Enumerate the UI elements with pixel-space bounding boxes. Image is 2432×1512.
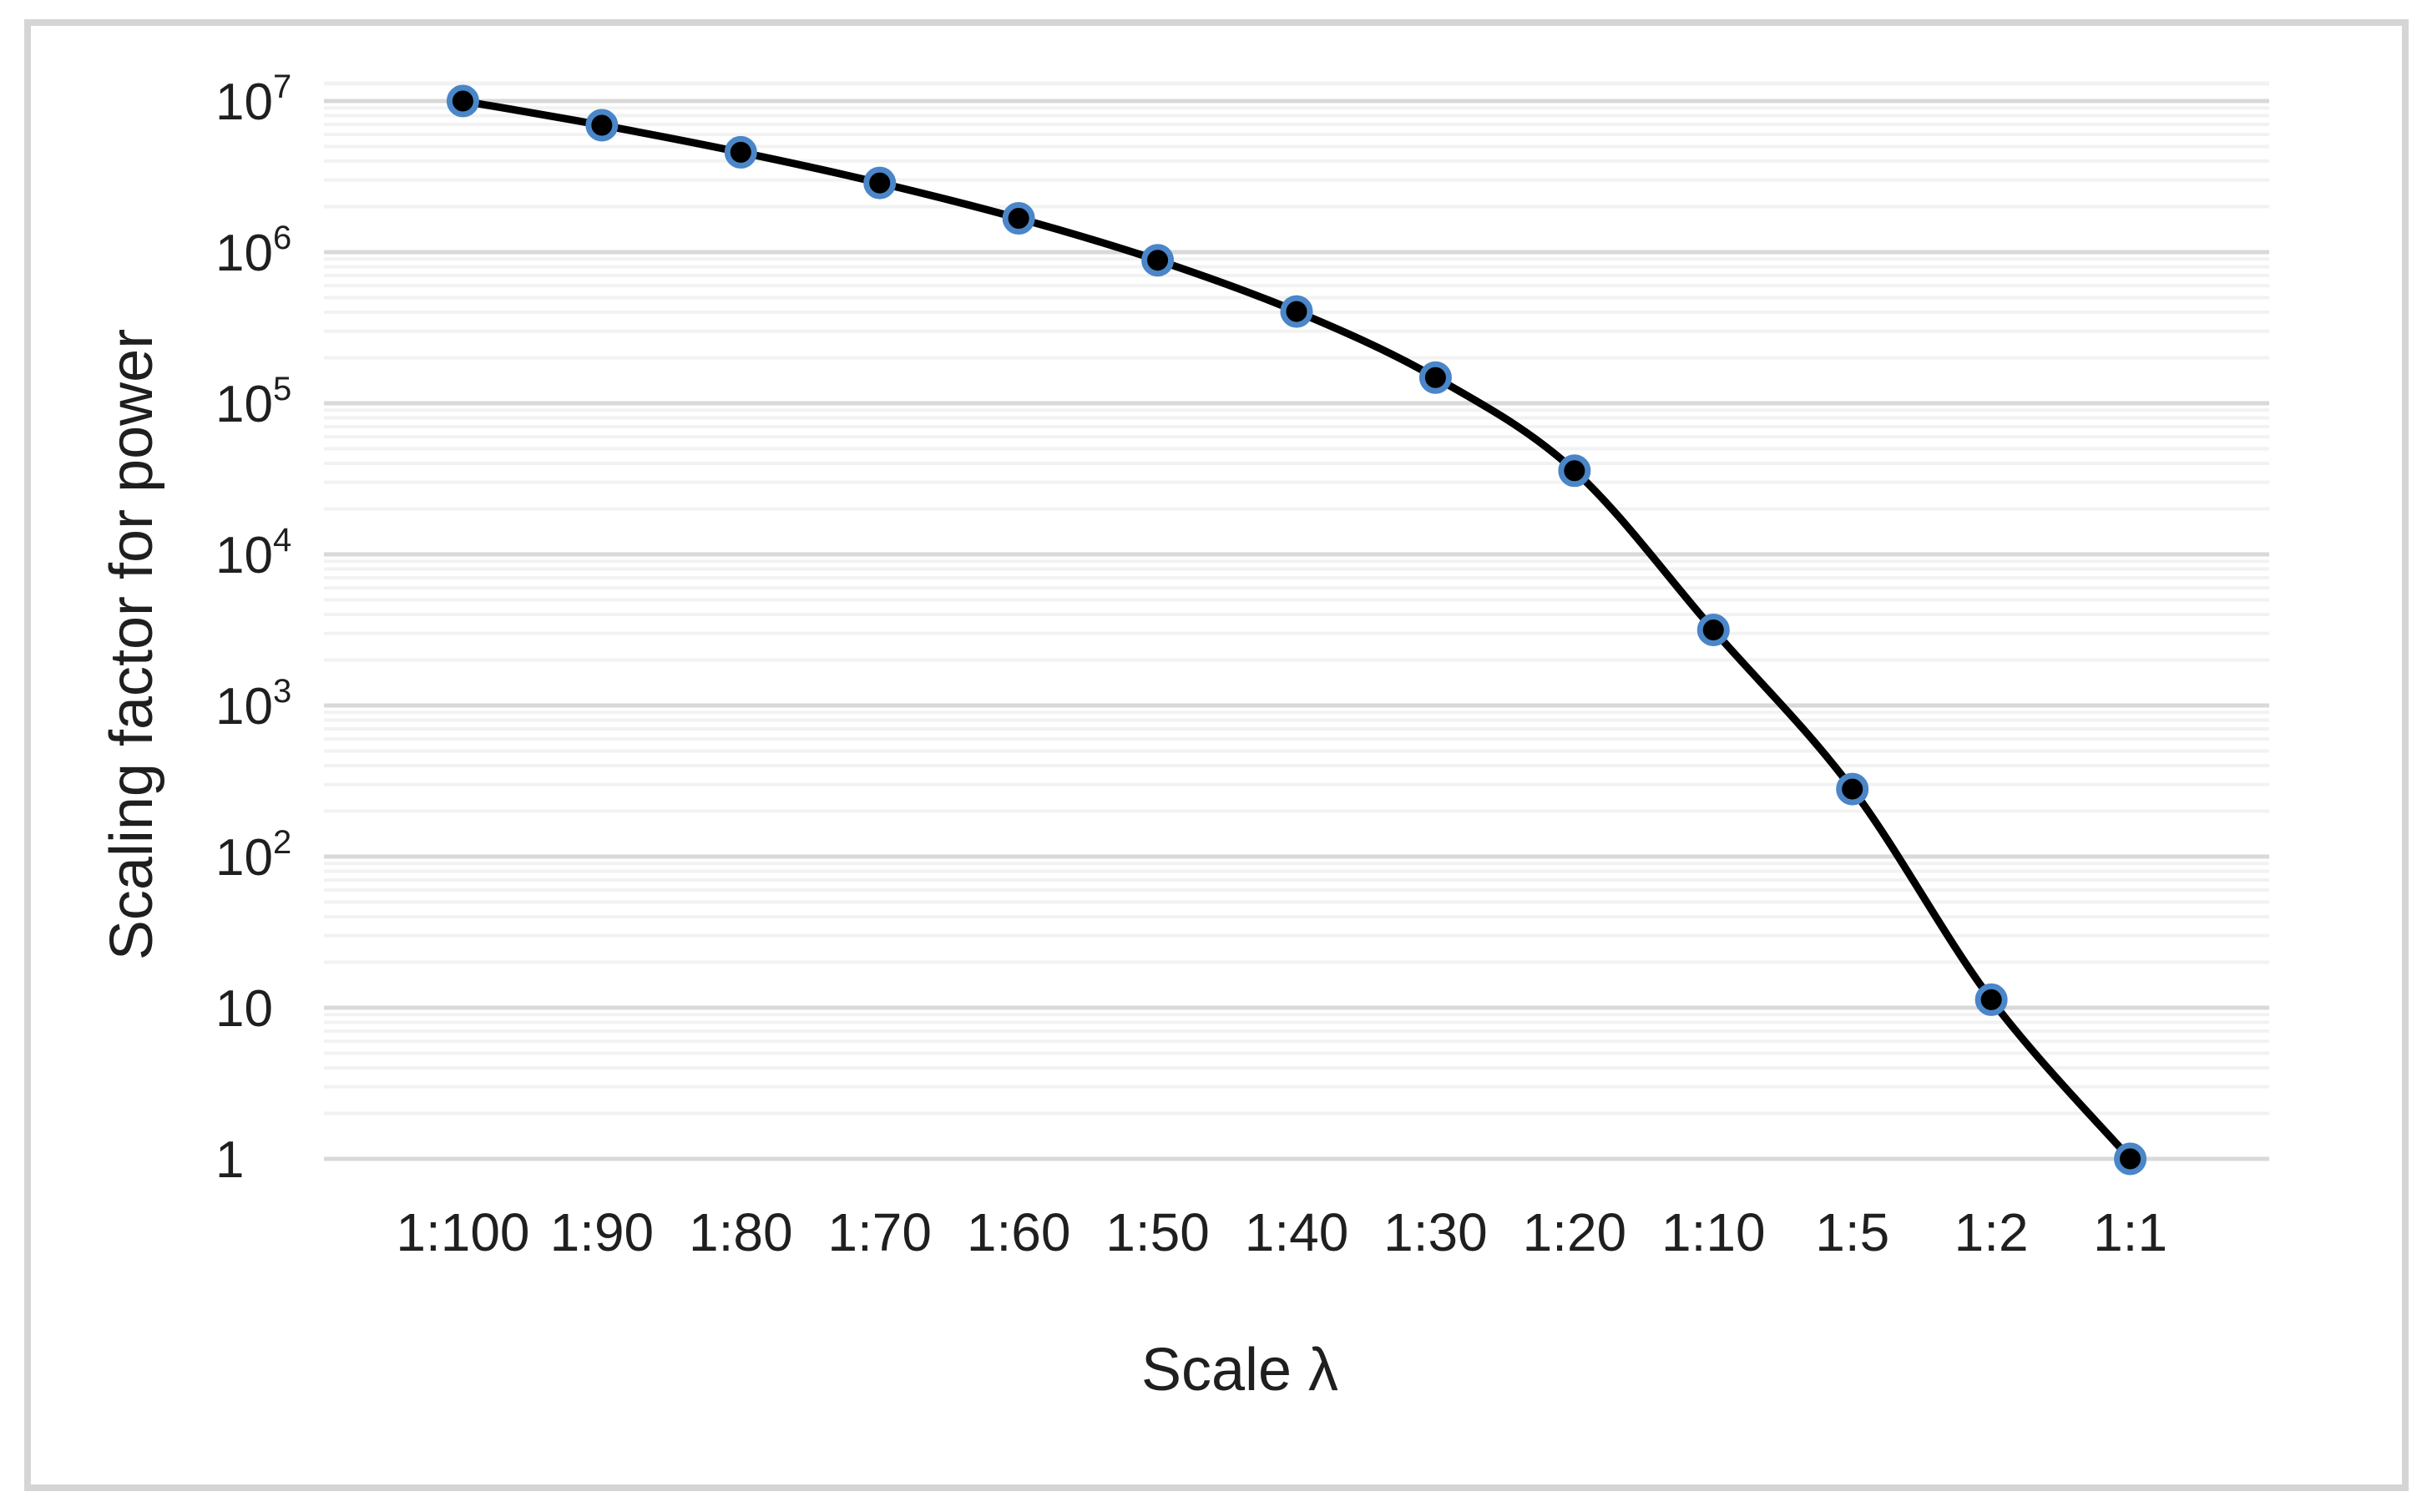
data-point-marker	[1696, 614, 1730, 647]
data-point-marker	[1280, 295, 1313, 328]
x-tick-label: 1:10	[1661, 1202, 1766, 1262]
x-tick-label: 1:80	[689, 1202, 793, 1262]
x-tick-label: 1:60	[967, 1202, 1071, 1262]
x-tick-label: 1:5	[1815, 1202, 1889, 1262]
data-point-marker	[446, 84, 479, 118]
y-tick-label: 102	[215, 824, 291, 887]
data-point-marker	[2114, 1142, 2147, 1176]
y-tick-label: 106	[215, 220, 291, 282]
x-tick-label: 1:20	[1523, 1202, 1627, 1262]
data-point-marker	[1002, 202, 1035, 235]
y-tick-label: 105	[215, 371, 291, 433]
data-point-marker	[1418, 361, 1452, 394]
x-tick-label: 1:90	[550, 1202, 655, 1262]
x-tick-label: 1:40	[1245, 1202, 1349, 1262]
figure-border	[24, 19, 2409, 1491]
y-tick-label: 1	[215, 1131, 244, 1189]
data-point-marker	[724, 135, 757, 169]
y-axis-title: Scaling factor for power	[99, 328, 165, 961]
data-point-marker	[1836, 772, 1869, 806]
x-tick-label: 1:70	[827, 1202, 932, 1262]
x-tick-label: 1:100	[396, 1202, 529, 1262]
y-tick-label: 10	[215, 980, 273, 1038]
x-tick-label: 1:1	[2093, 1202, 2167, 1262]
data-point-marker	[1141, 244, 1175, 277]
y-tick-label: 104	[215, 522, 291, 584]
series-line	[458, 97, 2135, 1163]
data-point-marker	[1558, 454, 1591, 488]
data-point-marker	[585, 109, 619, 142]
data-point-marker	[1974, 983, 2008, 1016]
x-tick-label: 1:50	[1105, 1202, 1210, 1262]
x-tick-label: 1:2	[1954, 1202, 2029, 1262]
data-point-marker	[863, 166, 897, 200]
y-tick-label: 107	[215, 68, 291, 131]
x-axis-title: Scale λ	[1140, 1337, 1339, 1403]
y-tick-label: 103	[215, 673, 291, 736]
x-tick-label: 1:30	[1383, 1202, 1488, 1262]
